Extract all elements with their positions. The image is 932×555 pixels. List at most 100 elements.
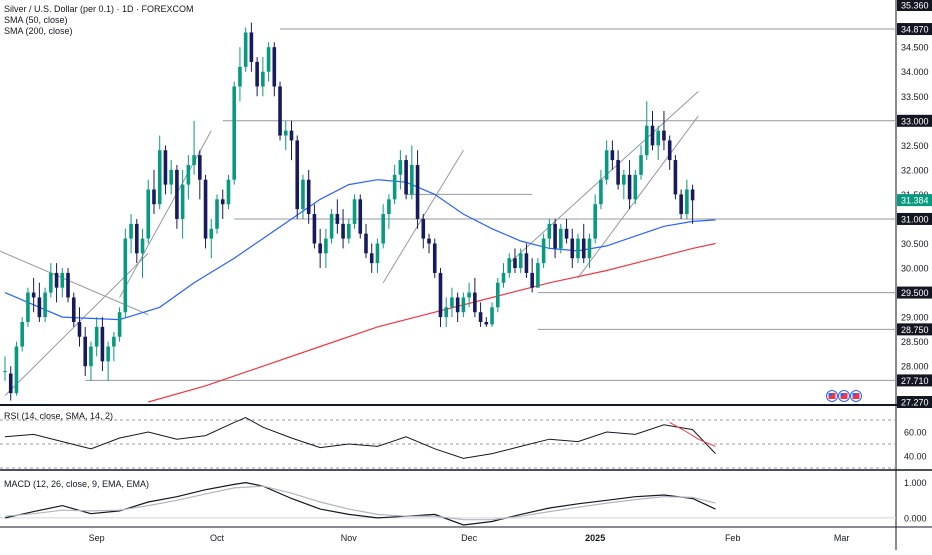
price-axis[interactable]: 35.360 34.870 34.500 34.000 33.500 33.000 32.5… (897, 0, 932, 523)
candle (129, 214, 133, 254)
candle-body (83, 336, 88, 367)
flag-canton (840, 393, 844, 396)
candle (438, 268, 443, 327)
candle (106, 341, 110, 381)
price-legend: Silver / U.S. Dollar (per 0.1) · 1D · FO… (4, 4, 194, 37)
candle-body (123, 238, 128, 313)
candle-body (306, 179, 311, 215)
time-tick-label: Sep (89, 533, 105, 543)
flag-stripes (840, 393, 848, 399)
time-tick-label: Oct (210, 533, 225, 543)
candle-body (581, 238, 586, 259)
price-tick-label: 28.000 (901, 362, 929, 372)
candle (140, 228, 145, 278)
level-tag (897, 374, 932, 387)
candle (559, 223, 563, 254)
candle (180, 169, 185, 239)
candle-body (8, 373, 13, 394)
candle-body (536, 263, 540, 288)
macd-signal-line (4, 485, 716, 521)
candle-body (157, 150, 162, 205)
rsi-tick-label: 60.00 (904, 428, 927, 438)
candle-body (329, 214, 334, 239)
candle (283, 120, 288, 151)
candle (249, 22, 254, 72)
candle-body (633, 174, 638, 200)
candle-body (146, 189, 151, 239)
candle-body (410, 164, 414, 195)
candle (43, 287, 47, 323)
candle-body (599, 179, 603, 205)
candle (220, 189, 225, 219)
candle-body (20, 322, 24, 347)
candle (524, 243, 529, 278)
candle-body (627, 174, 632, 200)
symbol-title[interactable]: Silver / U.S. Dollar (per 0.1) · 1D · FO… (4, 4, 194, 14)
candle-body (495, 282, 500, 308)
time-axis[interactable]: Sep Oct Nov Dec 2025 Feb Mar (89, 533, 850, 543)
candle (54, 263, 59, 303)
level-label: 35.360 (901, 1, 929, 11)
candle (467, 282, 471, 308)
candle-body (455, 297, 460, 313)
candle-body (507, 258, 512, 273)
sma200-legend[interactable]: SMA (200, close) (4, 26, 73, 36)
candle (410, 145, 414, 200)
price-tick-label: 29.000 (901, 313, 929, 323)
candle-body (667, 140, 672, 161)
candle (622, 169, 626, 200)
macd-title[interactable]: MACD (12, 26, close, 9, EMA, EMA) (4, 479, 150, 489)
candle-body (60, 272, 65, 288)
level-label: 27.710 (901, 376, 929, 386)
candle-body (381, 214, 385, 244)
candle-body (432, 243, 437, 273)
candle (450, 287, 454, 318)
candle (295, 135, 300, 219)
candle (685, 179, 689, 219)
candle (455, 292, 460, 323)
candle (163, 145, 168, 195)
level-label: 34.870 (901, 25, 929, 35)
candle (639, 145, 643, 180)
candle-body (89, 346, 93, 367)
candle-body (461, 297, 466, 313)
candle (8, 366, 13, 401)
trendline (119, 130, 212, 298)
sma200-line (148, 242, 716, 403)
price-tick-label: 28.500 (901, 337, 929, 347)
candle-body (644, 125, 649, 156)
candle-body (564, 228, 569, 239)
candle (564, 218, 569, 244)
candle (255, 57, 259, 97)
sma50-legend[interactable]: SMA (50, close) (4, 15, 68, 25)
candle (77, 307, 82, 347)
candle (20, 317, 24, 352)
candle (547, 218, 552, 249)
candle (599, 169, 603, 210)
macd-tick-label: 1.000 (904, 478, 927, 488)
candle-body (106, 346, 110, 362)
candle (570, 228, 575, 269)
candle-body (576, 238, 580, 259)
candle (272, 42, 277, 97)
price-tick-label: 33.500 (901, 92, 929, 102)
candle-body (77, 322, 82, 337)
candle-body (215, 199, 219, 229)
candle-body (129, 223, 133, 239)
candle-body (249, 32, 254, 62)
time-tick-label: Mar (834, 533, 850, 543)
candle (278, 81, 282, 141)
last-price-tag (897, 194, 932, 207)
candle (387, 194, 391, 229)
time-tick-label: Feb (725, 533, 741, 543)
candle-body (570, 238, 575, 259)
flag-stripes (828, 393, 836, 399)
candle-body (679, 194, 683, 215)
level-tag (897, 23, 932, 36)
trendline (577, 115, 699, 279)
rsi-title[interactable]: RSI (14, close, SMA, 14, 2) (4, 411, 114, 421)
candle (690, 184, 695, 224)
candle-body (513, 258, 517, 269)
candle (495, 277, 500, 313)
